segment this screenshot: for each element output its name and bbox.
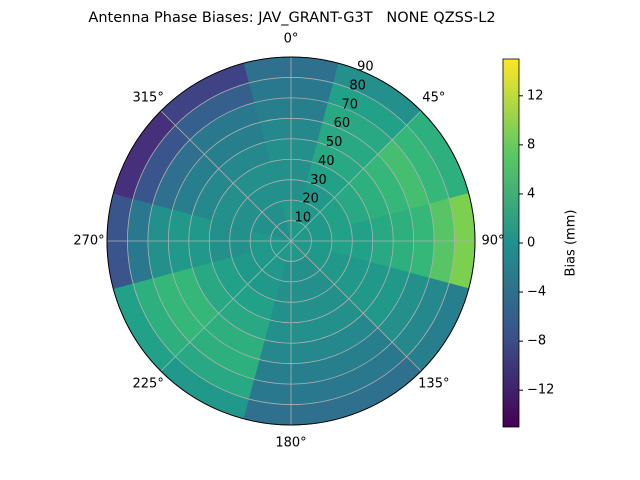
r-tick-label: 40 bbox=[318, 154, 335, 169]
theta-tick-label: 45° bbox=[422, 91, 445, 106]
theta-tick-label: 225° bbox=[133, 376, 164, 391]
theta-tick-label: 0° bbox=[284, 32, 299, 47]
grid-spoke bbox=[160, 240, 292, 372]
r-tick-label: 50 bbox=[326, 135, 343, 150]
r-tick-label: 10 bbox=[295, 211, 312, 226]
grid-spoke bbox=[290, 240, 422, 372]
colorbar-tick-label: −4 bbox=[527, 285, 546, 300]
colorbar-tick-label: 8 bbox=[527, 137, 535, 152]
chart-title: Antenna Phase Biases: JAV_GRANT-G3T NONE… bbox=[88, 10, 495, 26]
r-tick-label: 70 bbox=[341, 97, 358, 112]
polar-frame bbox=[106, 56, 476, 426]
r-tick-label: 60 bbox=[334, 116, 351, 131]
r-tick-label: 20 bbox=[302, 192, 319, 207]
colorbar-tick-label: 0 bbox=[527, 236, 535, 251]
theta-tick-label: 90° bbox=[481, 234, 504, 249]
theta-tick-label: 180° bbox=[275, 436, 306, 451]
grid-spoke bbox=[160, 110, 292, 242]
r-tick-label: 30 bbox=[310, 173, 327, 188]
colorbar-tick-label: 12 bbox=[527, 88, 544, 103]
colorbar-tick-label: −12 bbox=[527, 383, 554, 398]
r-tick-label: 80 bbox=[349, 78, 366, 93]
theta-tick-label: 315° bbox=[133, 91, 164, 106]
colorbar-tick-label: 4 bbox=[527, 186, 535, 201]
colorbar-tick-label: −8 bbox=[527, 334, 546, 349]
theta-tick-label: 270° bbox=[73, 234, 104, 249]
colorbar bbox=[502, 58, 520, 428]
colorbar-label: Bias (mm) bbox=[564, 210, 579, 277]
grid-spoke bbox=[290, 110, 422, 242]
theta-tick-label: 135° bbox=[418, 376, 449, 391]
